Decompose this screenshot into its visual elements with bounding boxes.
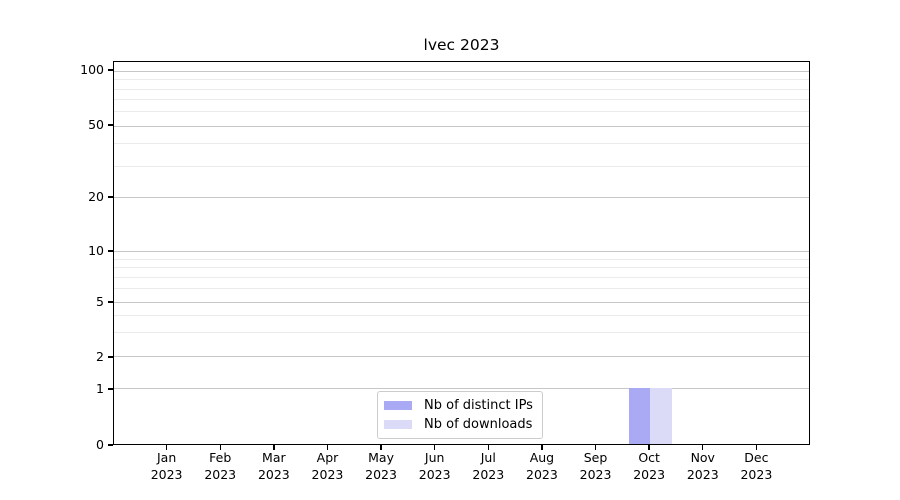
- y-tick-label: 5: [96, 293, 104, 309]
- x-axis-tick: [273, 445, 275, 450]
- x-tick-label: Sep 2023: [579, 450, 612, 482]
- chart-title: lvec 2023: [423, 36, 500, 54]
- y-axis-tick: [108, 301, 113, 303]
- gridline-minor: [114, 277, 809, 279]
- gridline-minor: [114, 288, 809, 290]
- gridline-minor: [114, 88, 809, 90]
- gridline-major: [114, 197, 809, 199]
- y-tick-label: 0: [96, 437, 104, 452]
- x-tick-label: May 2023: [365, 450, 397, 482]
- y-axis-tick: [108, 356, 113, 358]
- y-tick-label: 1: [96, 381, 104, 396]
- x-tick-label: Nov 2023: [686, 450, 719, 482]
- legend-entry: Nb of downloads: [384, 415, 535, 434]
- legend: Nb of distinct IPs Nb of downloads: [377, 391, 543, 439]
- legend-swatch: [384, 401, 412, 410]
- x-axis-tick: [594, 445, 597, 450]
- gridline-major: [114, 251, 809, 252]
- x-axis-tick: [433, 445, 436, 450]
- x-axis-tick: [487, 445, 489, 450]
- y-tick-label: 20: [88, 189, 104, 204]
- y-axis-tick: [108, 124, 113, 126]
- x-tick-label: Feb 2023: [204, 450, 237, 482]
- y-axis-tick: [108, 250, 113, 252]
- legend-entry: Nb of distinct IPs: [384, 396, 535, 415]
- x-axis-tick: [326, 445, 329, 450]
- x-tick-label: Jun 2023: [418, 450, 451, 482]
- gridline-minor: [114, 315, 809, 317]
- gridline-major: [114, 125, 809, 127]
- gridline-minor: [114, 332, 809, 334]
- bar-nb-of-distinct-ips: [628, 388, 651, 444]
- x-axis-tick: [755, 445, 758, 450]
- y-axis-tick: [108, 444, 113, 446]
- gridline-minor: [114, 267, 809, 269]
- x-axis-tick: [380, 445, 382, 450]
- x-tick-label: Mar 2023: [257, 450, 290, 482]
- x-tick-label: Dec 2023: [740, 450, 773, 482]
- x-tick-label: Jul 2023: [472, 450, 505, 482]
- gridline-major: [114, 301, 809, 303]
- y-axis-tick: [108, 69, 113, 71]
- x-tick-label: Oct 2023: [633, 450, 666, 482]
- bar-nb-of-downloads: [650, 388, 672, 444]
- legend-label: Nb of downloads: [424, 417, 533, 432]
- x-tick-label: Jan 2023: [150, 450, 183, 482]
- gridline-minor: [114, 143, 809, 145]
- y-axis-tick: [108, 388, 113, 390]
- x-axis-tick: [541, 445, 543, 450]
- y-tick-label: 10: [88, 243, 104, 258]
- x-axis-tick: [702, 445, 704, 450]
- x-tick-label: Aug 2023: [526, 450, 558, 482]
- x-axis-tick: [219, 445, 221, 450]
- y-tick-label: 2: [96, 348, 104, 364]
- gridline-major: [114, 70, 809, 72]
- gridline-major: [114, 388, 809, 390]
- x-tick-label: Apr 2023: [311, 450, 344, 482]
- legend-label: Nb of distinct IPs: [424, 398, 533, 413]
- gridline-major: [114, 356, 809, 358]
- gridline-minor: [114, 99, 809, 101]
- x-axis-tick: [165, 445, 168, 450]
- plot-area: [113, 61, 810, 445]
- y-axis-tick: [108, 196, 113, 198]
- gridline-minor: [114, 258, 809, 260]
- y-tick-label: 100: [80, 61, 104, 77]
- legend-swatch: [384, 420, 412, 429]
- x-axis-tick: [648, 445, 650, 450]
- y-tick-label: 50: [88, 117, 104, 132]
- gridline-minor: [114, 165, 809, 167]
- gridline-minor: [114, 79, 809, 81]
- gridline-minor: [114, 111, 809, 113]
